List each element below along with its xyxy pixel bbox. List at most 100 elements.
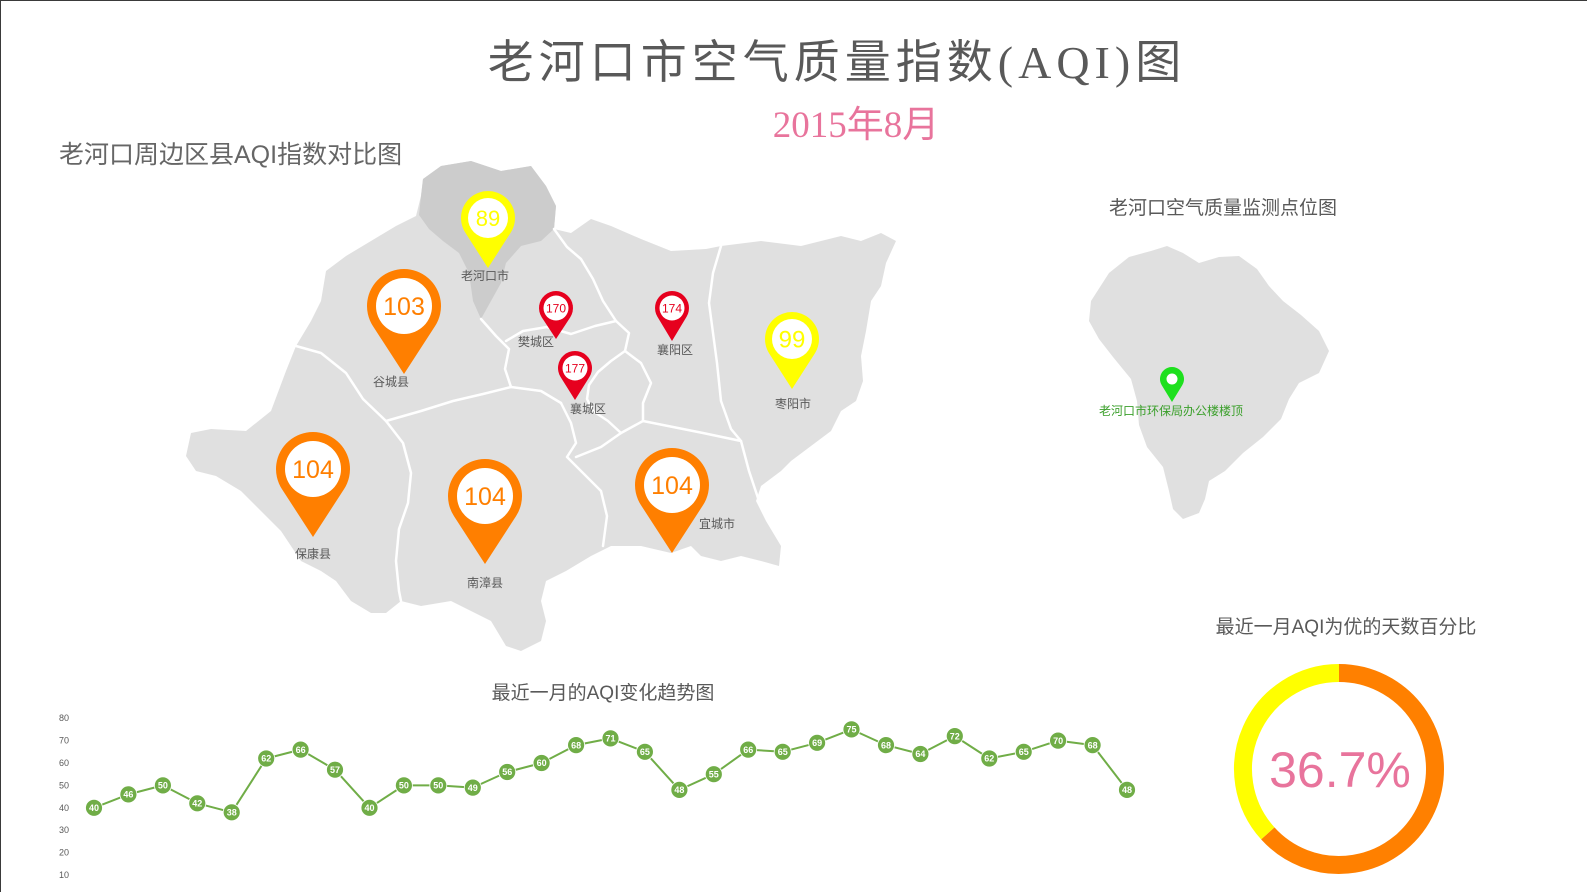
- data-label: 56: [502, 767, 512, 777]
- pin-aqi-value: 170: [546, 301, 566, 315]
- data-point: [739, 740, 758, 759]
- data-point: [360, 798, 379, 817]
- pin-inner-circle: [376, 278, 432, 334]
- pin-inner-circle: [562, 355, 588, 381]
- data-point: [291, 740, 310, 759]
- data-point: [1049, 731, 1067, 750]
- data-point: [188, 794, 207, 813]
- data-label: 71: [605, 734, 615, 744]
- pin-inner-circle: [468, 198, 508, 238]
- data-label: 42: [192, 799, 202, 809]
- laohekou-city-outline: [1089, 246, 1329, 519]
- pin-inner-circle: [457, 468, 513, 524]
- donut-segment: [1261, 664, 1444, 874]
- data-point: [980, 749, 999, 768]
- data-point: [704, 765, 723, 784]
- data-point: [153, 776, 172, 795]
- y-tick-label: 50: [59, 780, 69, 790]
- data-label: 50: [433, 781, 443, 791]
- border-line: [479, 317, 513, 389]
- district-label: 枣阳市: [775, 396, 811, 411]
- district-label: 保康县: [295, 546, 331, 561]
- district-label: 宜城市: [699, 516, 735, 531]
- data-label: 49: [468, 783, 478, 793]
- pin-inner-circle: [772, 319, 812, 359]
- data-label: 66: [296, 745, 306, 755]
- y-tick-label: 20: [59, 848, 69, 858]
- excellent-days-donut-chart[interactable]: 最近一月AQI为优的天数百分比 36.7%: [1216, 616, 1477, 874]
- data-point: [567, 736, 585, 754]
- monitor-site-map[interactable]: 老河口空气质量监测点位图 老河口市环保局办公楼楼顶: [1089, 197, 1337, 519]
- y-axis-ticks: 80 70 60 50 40 30 20 10: [59, 713, 69, 880]
- pin-inner-circle: [659, 295, 685, 321]
- trend-series: 40 46 50 42 38 62 66 57 40 50 50 49 56 60 68 71 65 48 55 66…: [85, 720, 1136, 822]
- data-label: 65: [640, 747, 650, 757]
- data-label: 68: [881, 740, 891, 750]
- data-label: 69: [812, 738, 822, 748]
- map-pin-baokang: 104: [276, 431, 350, 537]
- map-pin-nanzhang: 104: [447, 458, 522, 564]
- pin-aqi-value: 104: [651, 472, 693, 500]
- data-label: 38: [227, 808, 237, 818]
- pin-aqi-value: 99: [779, 327, 806, 354]
- data-label: 68: [1088, 740, 1098, 750]
- data-label: 62: [984, 754, 994, 764]
- data-label: 62: [261, 754, 271, 764]
- data-label: 64: [915, 749, 925, 759]
- map-pin-xiangcheng: 177: [558, 350, 592, 400]
- pin-aqi-value: 103: [383, 293, 425, 321]
- data-point: [842, 720, 861, 739]
- data-label: 48: [1122, 785, 1132, 795]
- district-borders: [294, 227, 761, 603]
- page-subtitle: 2015年8月: [773, 104, 940, 146]
- data-label: 40: [89, 803, 99, 813]
- data-point: [911, 745, 930, 763]
- pin-inner-circle: [644, 457, 700, 513]
- data-label: 50: [158, 781, 168, 791]
- map-pin-laohekou: 89: [460, 190, 515, 268]
- data-point: [773, 742, 792, 761]
- data-point: [429, 776, 448, 795]
- map-pin-yicheng: 104: [634, 447, 709, 553]
- data-label: 66: [743, 745, 753, 755]
- aqi-trend-chart[interactable]: 最近一月的AQI变化趋势图 80 70 60 50 40 30 20 10 40…: [59, 682, 1136, 880]
- pin-inner-circle: [285, 441, 341, 497]
- map-pin-xiangyang: 174: [655, 291, 689, 341]
- data-label: 55: [709, 769, 719, 779]
- data-point: [877, 736, 895, 754]
- data-label: 65: [778, 747, 788, 757]
- border-line: [384, 419, 413, 603]
- data-point: [636, 742, 654, 761]
- y-tick-label: 30: [59, 825, 69, 835]
- data-point: [532, 754, 551, 772]
- pin-inner-circle: [1166, 373, 1178, 385]
- y-tick-label: 60: [59, 758, 69, 768]
- pin-aqi-value: 174: [662, 301, 682, 315]
- pin-aqi-value: 104: [464, 483, 506, 511]
- donut-chart-title: 最近一月AQI为优的天数百分比: [1216, 616, 1477, 638]
- data-label: 70: [1053, 736, 1063, 746]
- data-label: 48: [674, 785, 684, 795]
- y-tick-label: 70: [59, 736, 69, 746]
- monitor-site-pin: [1160, 367, 1184, 402]
- y-tick-label: 40: [59, 803, 69, 813]
- data-label: 72: [950, 731, 960, 741]
- data-point: [945, 727, 964, 745]
- data-label: 75: [846, 725, 856, 735]
- district-label: 谷城县: [373, 375, 409, 389]
- district-label: 老河口市: [461, 268, 509, 283]
- data-point: [119, 785, 138, 804]
- data-label: 40: [364, 803, 374, 813]
- district-label: 襄阳区: [657, 342, 693, 357]
- data-label: 46: [123, 790, 133, 800]
- monitor-site-label: 老河口市环保局办公楼楼顶: [1099, 403, 1243, 418]
- map-region-area: [186, 161, 896, 651]
- border-line: [559, 401, 609, 548]
- border-line: [552, 227, 618, 323]
- district-label: 樊城区: [518, 335, 554, 349]
- district-label: 南漳县: [467, 575, 503, 590]
- map-pin-gucheng: 103: [366, 268, 441, 374]
- district-map[interactable]: 老河口周边区县AQI指数对比图 89 103: [59, 141, 896, 651]
